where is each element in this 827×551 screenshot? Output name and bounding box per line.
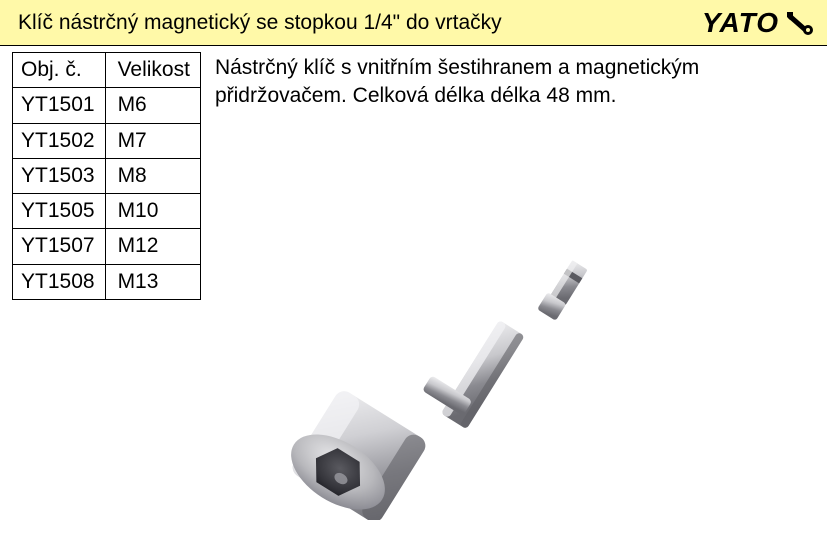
- col-header-size: Velikost: [105, 53, 200, 88]
- col-header-obj: Obj. č.: [13, 53, 106, 88]
- table-row: YT1508 M13: [13, 264, 201, 299]
- cell-size: M8: [105, 158, 200, 193]
- table-row: YT1503 M8: [13, 158, 201, 193]
- cell-obj: YT1501: [13, 88, 106, 123]
- table-row: YT1501 M6: [13, 88, 201, 123]
- brand-logo: YATO: [702, 7, 815, 39]
- cell-size: M12: [105, 229, 200, 264]
- cell-obj: YT1505: [13, 194, 106, 229]
- cell-size: M7: [105, 123, 200, 158]
- cell-size: M6: [105, 88, 200, 123]
- cell-obj: YT1507: [13, 229, 106, 264]
- product-image: [260, 220, 680, 520]
- cell-obj: YT1508: [13, 264, 106, 299]
- brand-wrench-icon: [785, 10, 815, 36]
- cell-size: M13: [105, 264, 200, 299]
- cell-size: M10: [105, 194, 200, 229]
- spec-table: Obj. č. Velikost YT1501 M6 YT1502 M7 YT1…: [12, 52, 201, 300]
- brand-text: YATO: [702, 7, 779, 39]
- table-header-row: Obj. č. Velikost: [13, 53, 201, 88]
- table-row: YT1502 M7: [13, 123, 201, 158]
- page-title: Klíč nástrčný magnetický se stopkou 1/4"…: [18, 11, 502, 35]
- cell-obj: YT1502: [13, 123, 106, 158]
- spec-table-wrap: Obj. č. Velikost YT1501 M6 YT1502 M7 YT1…: [12, 52, 201, 300]
- cell-obj: YT1503: [13, 158, 106, 193]
- table-row: YT1507 M12: [13, 229, 201, 264]
- header-bar: Klíč nástrčný magnetický se stopkou 1/4"…: [0, 0, 827, 46]
- table-row: YT1505 M10: [13, 194, 201, 229]
- product-description: Nástrčný klíč s vnitřním šestihranem a m…: [215, 52, 815, 111]
